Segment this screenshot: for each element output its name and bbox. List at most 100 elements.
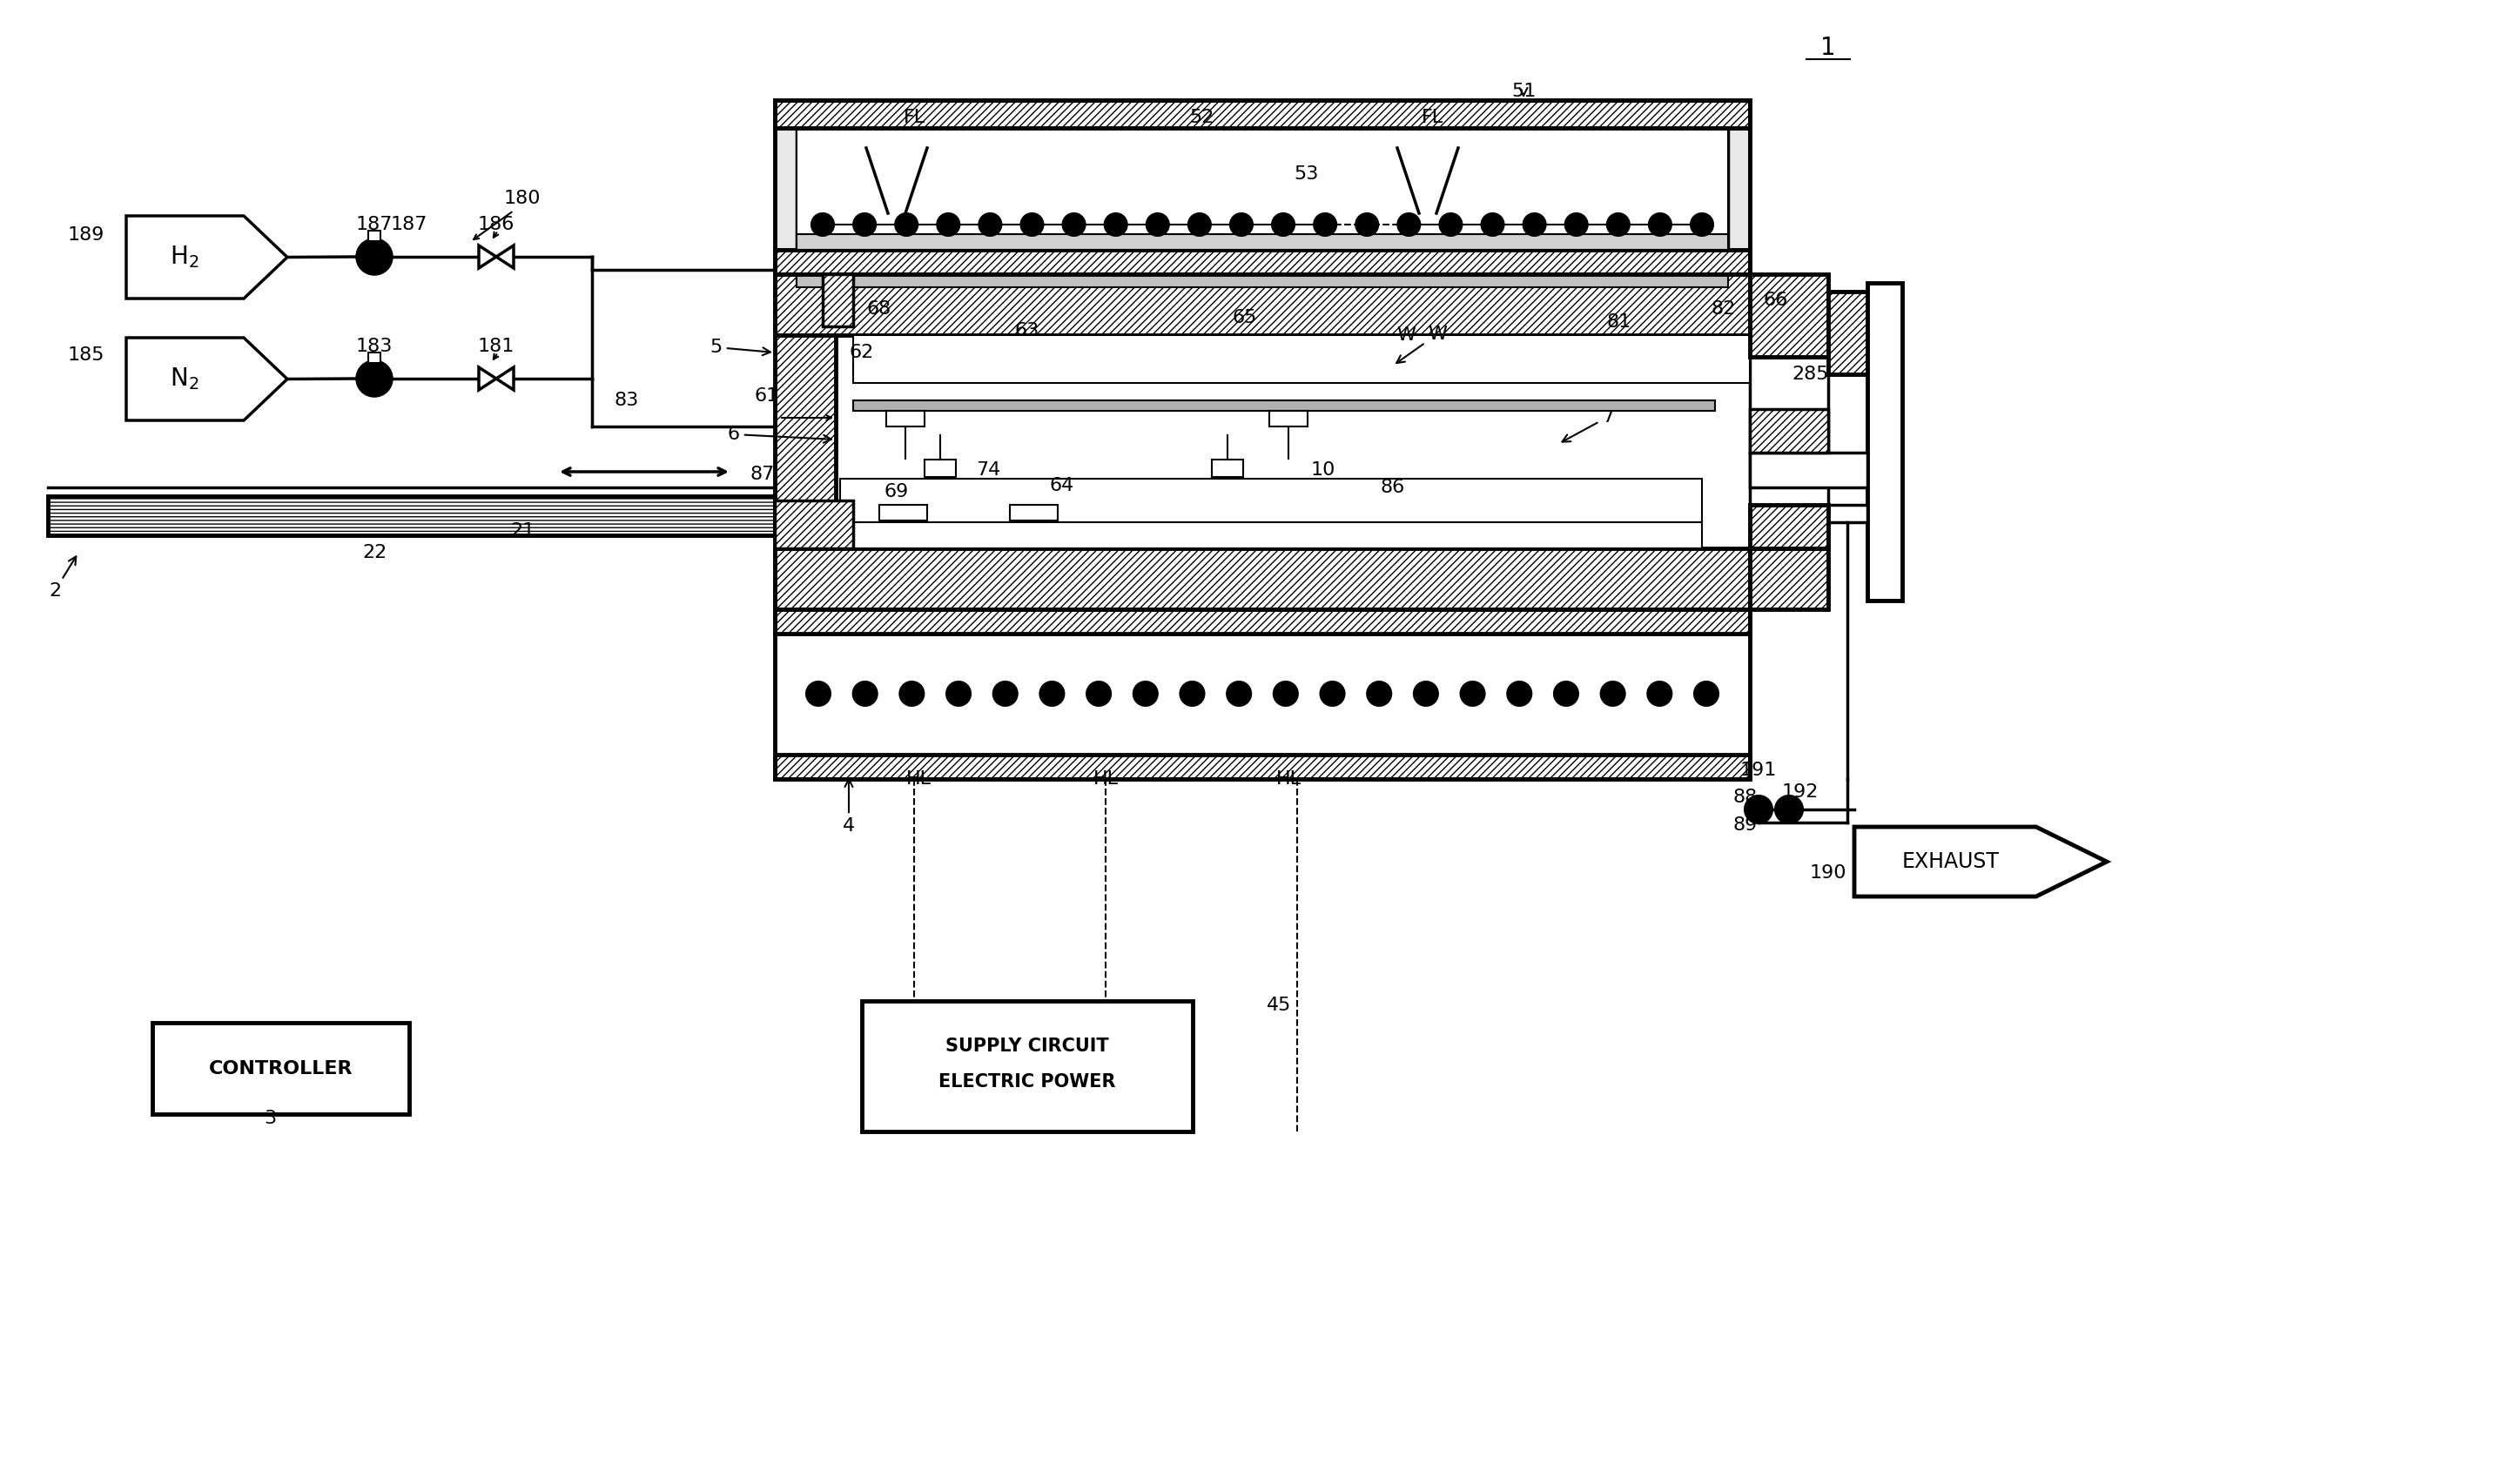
Bar xyxy=(841,479,1701,522)
Circle shape xyxy=(853,681,878,706)
Text: 3: 3 xyxy=(263,1110,275,1128)
Circle shape xyxy=(1646,681,1671,706)
Text: HL: HL xyxy=(1093,770,1118,788)
Text: FL: FL xyxy=(1421,108,1444,126)
Text: 89: 89 xyxy=(1734,816,1759,834)
Circle shape xyxy=(1744,795,1771,824)
Bar xyxy=(776,755,1749,779)
Circle shape xyxy=(1181,681,1203,706)
Circle shape xyxy=(358,361,393,396)
Text: 181: 181 xyxy=(478,338,515,355)
Text: W: W xyxy=(1396,326,1416,344)
Text: 183: 183 xyxy=(355,338,393,355)
Text: 65: 65 xyxy=(1233,309,1259,326)
Text: N$_2$: N$_2$ xyxy=(170,367,198,392)
Circle shape xyxy=(1146,214,1168,236)
Text: 63: 63 xyxy=(1016,322,1038,340)
Bar xyxy=(1729,128,1749,249)
Bar xyxy=(776,275,836,610)
Text: 187: 187 xyxy=(390,215,428,233)
Polygon shape xyxy=(478,368,513,390)
Bar xyxy=(368,230,380,240)
Circle shape xyxy=(978,214,1001,236)
Text: 66: 66 xyxy=(1764,291,1789,309)
Text: 4: 4 xyxy=(843,779,856,834)
Text: 10: 10 xyxy=(1311,462,1336,479)
Text: ELECTRIC POWER: ELECTRIC POWER xyxy=(938,1073,1116,1091)
Circle shape xyxy=(1314,214,1336,236)
Circle shape xyxy=(1041,681,1063,706)
Text: 74: 74 xyxy=(976,462,1001,479)
Text: 2: 2 xyxy=(48,556,75,600)
Bar xyxy=(1829,291,1866,374)
Text: FL: FL xyxy=(903,108,926,126)
Text: 68: 68 xyxy=(868,300,891,318)
Bar xyxy=(1749,549,1829,610)
Bar xyxy=(776,249,1749,275)
Polygon shape xyxy=(1854,827,2107,896)
Bar xyxy=(776,500,853,549)
Text: 6: 6 xyxy=(728,426,831,444)
Bar xyxy=(796,128,1729,249)
Text: 69: 69 xyxy=(883,484,908,500)
Bar xyxy=(796,275,1729,288)
Bar xyxy=(878,505,928,521)
Bar xyxy=(153,1022,410,1114)
Text: 191: 191 xyxy=(1739,761,1776,779)
Text: 45: 45 xyxy=(1266,997,1291,1014)
Bar xyxy=(776,610,1749,634)
Circle shape xyxy=(1271,214,1294,236)
Circle shape xyxy=(1439,214,1461,236)
Circle shape xyxy=(1414,681,1439,706)
Text: H$_2$: H$_2$ xyxy=(170,245,198,270)
Circle shape xyxy=(1461,681,1484,706)
Bar xyxy=(861,1000,1193,1131)
Circle shape xyxy=(1506,681,1531,706)
Circle shape xyxy=(1226,681,1251,706)
Text: 87: 87 xyxy=(751,466,776,484)
Circle shape xyxy=(1691,214,1714,236)
Text: 86: 86 xyxy=(1381,479,1406,496)
Text: 52: 52 xyxy=(1188,108,1213,126)
Text: 82: 82 xyxy=(1711,300,1736,318)
Text: 22: 22 xyxy=(363,545,388,561)
Text: 51: 51 xyxy=(1511,83,1536,99)
Bar xyxy=(776,99,1749,275)
Text: EXHAUST: EXHAUST xyxy=(1902,852,1999,873)
Bar xyxy=(776,99,1749,128)
Circle shape xyxy=(936,214,961,236)
Text: 83: 83 xyxy=(615,392,638,410)
Text: 187: 187 xyxy=(355,215,393,233)
Text: 88: 88 xyxy=(1734,788,1759,806)
Circle shape xyxy=(1063,214,1086,236)
Bar xyxy=(1866,283,1902,601)
Circle shape xyxy=(1554,681,1579,706)
Bar xyxy=(1749,275,1829,356)
Polygon shape xyxy=(478,245,513,269)
Text: 21: 21 xyxy=(510,522,535,540)
Circle shape xyxy=(1694,681,1719,706)
Circle shape xyxy=(1601,681,1624,706)
Circle shape xyxy=(993,681,1018,706)
Text: 186: 186 xyxy=(478,215,515,233)
Bar xyxy=(776,549,1749,610)
Circle shape xyxy=(358,239,393,275)
Circle shape xyxy=(1566,214,1589,236)
Circle shape xyxy=(1274,681,1299,706)
Bar xyxy=(1749,410,1829,453)
Text: 190: 190 xyxy=(1809,864,1846,881)
Bar xyxy=(1269,411,1309,426)
Bar xyxy=(853,335,1749,383)
Circle shape xyxy=(1524,214,1546,236)
Bar xyxy=(886,411,926,426)
Bar xyxy=(1211,460,1243,476)
Bar xyxy=(368,353,380,364)
Text: 53: 53 xyxy=(1294,165,1319,183)
Circle shape xyxy=(1399,214,1421,236)
Bar xyxy=(1749,505,1866,522)
Bar xyxy=(776,610,1749,779)
Bar xyxy=(823,275,853,326)
Text: 61: 61 xyxy=(756,387,778,405)
Text: 189: 189 xyxy=(68,226,105,243)
Circle shape xyxy=(853,214,876,236)
